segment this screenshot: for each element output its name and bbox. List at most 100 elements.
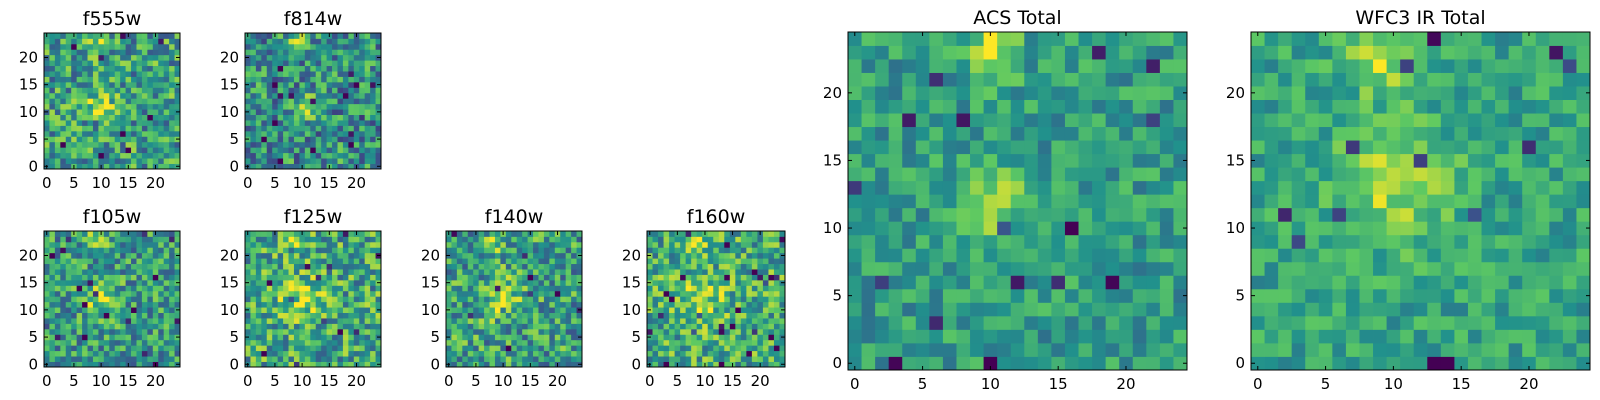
heatmap-cell — [768, 301, 775, 308]
heatmap-cell — [353, 350, 360, 357]
heatmap-cell — [571, 312, 577, 319]
heatmap-cell — [125, 301, 132, 308]
heatmap-cell — [473, 263, 480, 270]
heatmap-cell — [997, 45, 1012, 60]
heatmap-cell — [364, 76, 371, 83]
heatmap-cell — [359, 263, 366, 270]
heatmap-cell — [779, 339, 786, 346]
heatmap-cell — [250, 109, 257, 115]
heatmap-cell — [1522, 342, 1537, 357]
heatmap-cell — [773, 323, 780, 330]
heatmap-cell — [353, 296, 360, 303]
heatmap-cell — [310, 285, 317, 292]
heatmap-cell — [158, 120, 165, 126]
heatmap-cell — [456, 334, 463, 341]
heatmap-cell — [109, 43, 116, 50]
heatmap-cell — [902, 207, 917, 222]
heatmap-cell — [724, 274, 731, 281]
heatmap-cell — [136, 328, 143, 335]
heatmap-cell — [76, 252, 83, 259]
heatmap-cell — [1359, 275, 1374, 290]
heatmap-cell — [467, 328, 474, 335]
heatmap-cell — [283, 290, 289, 297]
heatmap-cell — [98, 54, 105, 61]
heatmap-cell — [92, 361, 99, 368]
heatmap-cell — [915, 45, 930, 60]
heatmap-cell — [997, 356, 1012, 371]
heatmap-cell — [713, 296, 720, 303]
heatmap-cell — [505, 301, 512, 308]
heatmap-cell — [773, 307, 780, 313]
heatmap-cell — [1467, 194, 1482, 209]
heatmap-cell — [527, 263, 534, 270]
heatmap-cell — [315, 269, 322, 275]
heatmap-cell — [1064, 59, 1079, 73]
heatmap-cell — [1373, 234, 1387, 249]
heatmap-cell — [364, 350, 371, 357]
heatmap-cell — [1159, 180, 1174, 195]
heatmap-cell — [511, 236, 518, 243]
heatmap-cell — [1173, 126, 1188, 141]
heatmap-cell — [1105, 126, 1120, 141]
heatmap-cell — [163, 136, 170, 143]
heatmap-cell — [174, 236, 181, 243]
heatmap-cell — [538, 328, 545, 335]
heatmap-cell — [489, 356, 496, 362]
heatmap-cell — [315, 296, 322, 303]
heatmap-cell — [353, 54, 360, 61]
heatmap-cell — [158, 361, 165, 368]
heatmap-cell — [293, 263, 300, 270]
heatmap-cell — [1119, 302, 1134, 317]
heatmap-cell — [174, 152, 181, 159]
heatmap-cell — [283, 114, 289, 121]
heatmap-cell — [942, 59, 957, 73]
heatmap-cell — [1132, 86, 1147, 100]
heatmap-cell — [364, 258, 371, 265]
heatmap-cell — [315, 60, 322, 67]
heatmap-cell — [299, 71, 306, 77]
heatmap-cell — [163, 296, 170, 303]
heatmap-cell — [54, 136, 61, 143]
heatmap-cell — [983, 207, 998, 222]
heatmap-cell — [489, 328, 496, 335]
heatmap-cell — [565, 318, 572, 324]
heatmap-cell — [942, 126, 957, 141]
heatmap-cell — [1318, 329, 1333, 344]
heatmap-cell — [1291, 288, 1306, 303]
y-tick-label: 0 — [229, 157, 239, 175]
heatmap-cell — [44, 43, 50, 50]
heatmap-cell — [757, 350, 764, 357]
heatmap-cell — [152, 60, 159, 67]
heatmap-cell — [1078, 288, 1093, 303]
heatmap-cell — [342, 103, 349, 110]
heatmap-cell — [136, 120, 143, 126]
heatmap-cell — [103, 356, 110, 362]
heatmap-cell — [98, 43, 105, 50]
heatmap-cell — [478, 269, 485, 275]
heatmap-cell — [131, 301, 137, 308]
heatmap-cell — [288, 33, 295, 39]
heatmap-cell — [337, 252, 344, 259]
heatmap-cell — [729, 323, 736, 330]
heatmap-cell — [141, 54, 148, 61]
heatmap-cell — [462, 350, 469, 357]
heatmap-cell — [462, 285, 469, 292]
heatmap-cell — [342, 163, 349, 170]
heatmap-cell — [554, 339, 561, 346]
heatmap-cell — [549, 301, 556, 308]
heatmap-cell — [484, 296, 490, 303]
heatmap-cell — [1132, 329, 1147, 344]
heatmap-cell — [277, 81, 284, 88]
heatmap-cell — [735, 236, 742, 243]
heatmap-cell — [929, 207, 944, 222]
heatmap-cell — [348, 241, 355, 248]
heatmap-cell — [342, 350, 349, 357]
heatmap-cell — [1413, 261, 1428, 276]
heatmap-cell — [103, 81, 110, 88]
heatmap-cell — [114, 356, 121, 362]
heatmap-cell — [348, 163, 355, 170]
heatmap-cell — [109, 279, 116, 286]
heatmap-cell — [1159, 302, 1174, 317]
heatmap-cell — [364, 328, 371, 335]
heatmap-cell — [489, 231, 496, 237]
